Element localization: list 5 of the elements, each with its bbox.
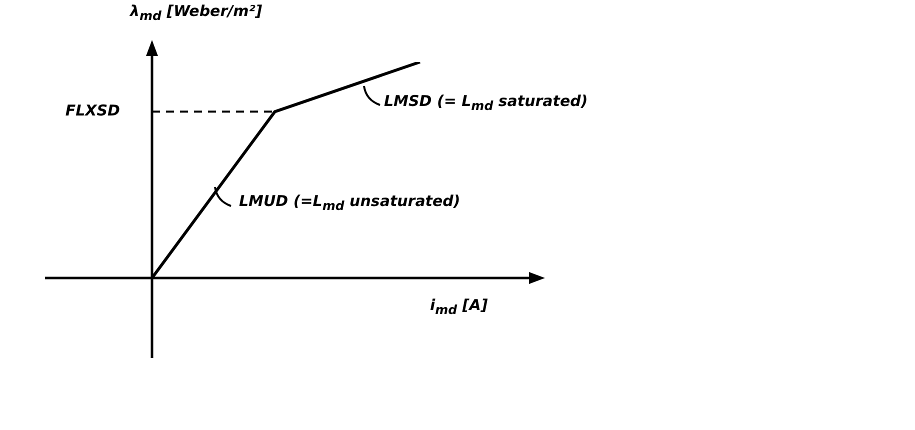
annotation: LMUD (=L$_{md}$ unsaturated) — [239, 192, 460, 213]
annotation: LMSD (= L$_{md}$ saturated) — [384, 92, 588, 113]
ref-line-label: FLXSD — [65, 102, 120, 120]
x-axis-title: i$_{md}$ [A] — [430, 296, 488, 317]
y-axis-title: λ$_{md}$ [Weber/m²] — [130, 2, 262, 23]
